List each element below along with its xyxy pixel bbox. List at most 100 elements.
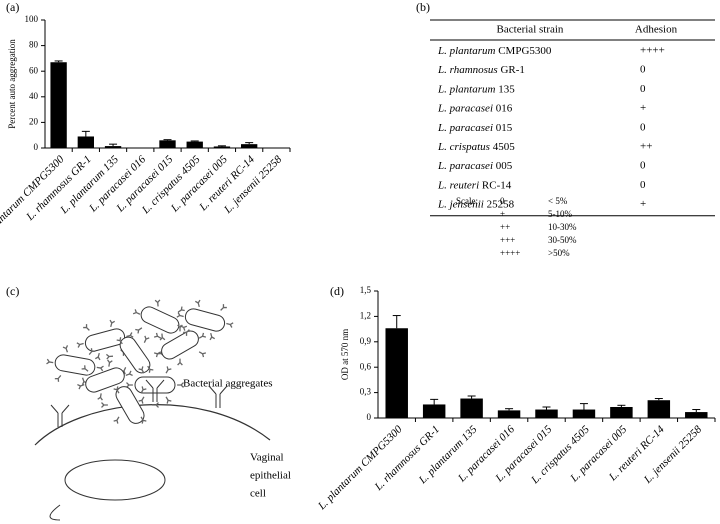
adhesin bbox=[132, 309, 141, 315]
receptor bbox=[50, 404, 70, 427]
adhesin bbox=[177, 382, 184, 388]
bacterium bbox=[184, 308, 226, 332]
adhesin bbox=[109, 319, 116, 328]
adhesin bbox=[220, 304, 227, 311]
error-bar bbox=[617, 404, 626, 407]
bacterium bbox=[134, 376, 176, 394]
bar bbox=[610, 406, 633, 418]
strain: L. paracasei 016 bbox=[437, 102, 513, 114]
scale-symbol: 0 bbox=[500, 196, 505, 206]
adhesin bbox=[138, 396, 145, 404]
error-bar bbox=[190, 140, 199, 142]
adhesin bbox=[54, 375, 62, 382]
species: L. paracasei bbox=[437, 121, 493, 133]
bacterium bbox=[161, 330, 199, 360]
adhesin bbox=[126, 382, 133, 388]
adhesin bbox=[105, 353, 114, 360]
y-tick-label: 80 bbox=[29, 40, 39, 50]
scale-range: >50% bbox=[548, 248, 570, 258]
adhesin bbox=[94, 352, 101, 361]
adhesin bbox=[140, 416, 147, 424]
adhesion: + bbox=[640, 198, 646, 210]
adhesin bbox=[177, 324, 183, 332]
adhesin bbox=[159, 333, 166, 341]
receptor bbox=[145, 379, 165, 402]
adhesin bbox=[77, 383, 85, 390]
receptor bbox=[208, 385, 228, 408]
adhesin bbox=[183, 329, 190, 336]
error-bar bbox=[430, 398, 439, 405]
bacterium bbox=[84, 328, 126, 352]
adhesion: ++++ bbox=[640, 45, 665, 57]
adhesin bbox=[96, 365, 104, 372]
bar bbox=[159, 140, 176, 148]
y-tick-label: 0,9 bbox=[360, 336, 372, 346]
cell-label: Vaginal bbox=[250, 452, 284, 464]
error-bar bbox=[654, 398, 663, 401]
panel-label: (a) bbox=[6, 0, 19, 14]
error-bar bbox=[505, 408, 514, 411]
scale-range: 5-10% bbox=[548, 209, 572, 219]
scale-symbol: ++++ bbox=[500, 248, 520, 258]
strain: L. plantarum CMPG5300 bbox=[437, 45, 552, 57]
table-header: Adhesion bbox=[635, 24, 678, 36]
adhesin bbox=[147, 365, 154, 373]
y-tick-label: 0 bbox=[34, 142, 39, 152]
adhesin bbox=[113, 386, 120, 394]
adhesin bbox=[125, 370, 133, 377]
cell-label: epithelial bbox=[250, 470, 291, 482]
cell-label: cell bbox=[250, 488, 266, 500]
y-tick-label: 0,3 bbox=[360, 387, 372, 397]
bar bbox=[77, 136, 94, 148]
adhesin bbox=[177, 358, 183, 366]
scale-range: 10-30% bbox=[548, 222, 577, 232]
adhesion: 0 bbox=[640, 64, 646, 76]
bar bbox=[385, 328, 408, 418]
adhesin bbox=[198, 351, 207, 358]
cell-membrane bbox=[34, 404, 271, 446]
adhesin bbox=[165, 396, 172, 404]
error-bar bbox=[163, 139, 172, 141]
strain: L. plantarum 135 bbox=[437, 83, 515, 95]
adhesin bbox=[107, 359, 113, 367]
scale-label: Scale: bbox=[456, 196, 478, 206]
adhesin bbox=[138, 366, 145, 374]
error-bar bbox=[109, 143, 118, 147]
adhesin bbox=[176, 312, 184, 318]
strain-id: 005 bbox=[496, 160, 513, 172]
strain: L. jensenii 25258 bbox=[437, 198, 515, 210]
diagram: (c) Bacterial aggregates Vaginal epithel… bbox=[6, 284, 291, 521]
species: L. paracasei bbox=[437, 160, 493, 172]
panel-label: (d) bbox=[330, 284, 344, 298]
adhesin bbox=[165, 366, 172, 374]
adhesin bbox=[194, 299, 201, 308]
bar bbox=[422, 404, 446, 418]
y-tick-label: 0,6 bbox=[360, 361, 372, 371]
species: L. crispatus bbox=[437, 141, 490, 153]
adhesin bbox=[81, 365, 89, 372]
bar bbox=[213, 146, 231, 148]
scale-symbol: +++ bbox=[500, 235, 515, 245]
error-bar bbox=[81, 130, 90, 137]
x-tick-label: L. rhamnosus GR-1 bbox=[372, 423, 442, 493]
bar bbox=[497, 410, 521, 418]
adhesin bbox=[153, 332, 162, 339]
bar bbox=[186, 141, 203, 148]
scale-range: 30-50% bbox=[548, 235, 577, 245]
bar bbox=[104, 146, 122, 148]
species: L. reuteri bbox=[437, 179, 479, 191]
y-axis-label: Percent auto aggregation bbox=[7, 39, 17, 129]
bacterium bbox=[140, 306, 180, 334]
bar bbox=[460, 398, 483, 418]
y-tick-label: 1,2 bbox=[360, 310, 371, 320]
adhesin bbox=[62, 345, 69, 353]
y-tick-label: 1,5 bbox=[360, 285, 372, 295]
strain-id: 135 bbox=[498, 83, 515, 95]
adhesin bbox=[177, 306, 185, 313]
adhesin bbox=[140, 386, 147, 394]
y-tick-label: 0 bbox=[367, 412, 372, 422]
adhesin bbox=[153, 351, 162, 358]
strain: L. reuteri RC-14 bbox=[437, 179, 512, 191]
adhesin bbox=[209, 332, 216, 341]
y-tick-label: 20 bbox=[29, 116, 39, 126]
